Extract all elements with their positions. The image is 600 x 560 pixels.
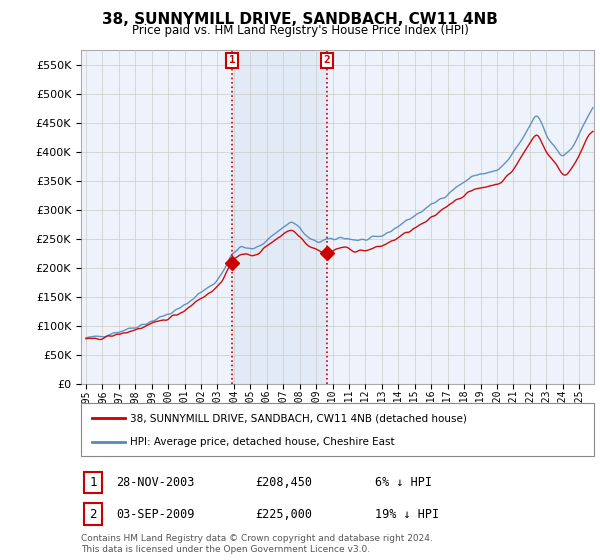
- Bar: [232, 50, 327, 384]
- Text: Contains HM Land Registry data © Crown copyright and database right 2024.: Contains HM Land Registry data © Crown c…: [81, 534, 433, 543]
- Text: Price paid vs. HM Land Registry's House Price Index (HPI): Price paid vs. HM Land Registry's House …: [131, 24, 469, 37]
- Text: 2: 2: [324, 55, 331, 66]
- Text: £208,450: £208,450: [255, 476, 312, 489]
- Text: 1: 1: [89, 476, 97, 489]
- Text: This data is licensed under the Open Government Licence v3.0.: This data is licensed under the Open Gov…: [81, 545, 370, 554]
- Text: 2: 2: [89, 507, 97, 521]
- Text: 38, SUNNYMILL DRIVE, SANDBACH, CW11 4NB (detached house): 38, SUNNYMILL DRIVE, SANDBACH, CW11 4NB …: [130, 413, 466, 423]
- Text: HPI: Average price, detached house, Cheshire East: HPI: Average price, detached house, Ches…: [130, 436, 394, 446]
- Text: £225,000: £225,000: [255, 507, 312, 521]
- Text: 6% ↓ HPI: 6% ↓ HPI: [375, 476, 432, 489]
- Text: 38, SUNNYMILL DRIVE, SANDBACH, CW11 4NB: 38, SUNNYMILL DRIVE, SANDBACH, CW11 4NB: [102, 12, 498, 27]
- Text: 03-SEP-2009: 03-SEP-2009: [116, 507, 194, 521]
- Text: 19% ↓ HPI: 19% ↓ HPI: [375, 507, 439, 521]
- Text: 1: 1: [229, 55, 236, 66]
- Text: 28-NOV-2003: 28-NOV-2003: [116, 476, 194, 489]
